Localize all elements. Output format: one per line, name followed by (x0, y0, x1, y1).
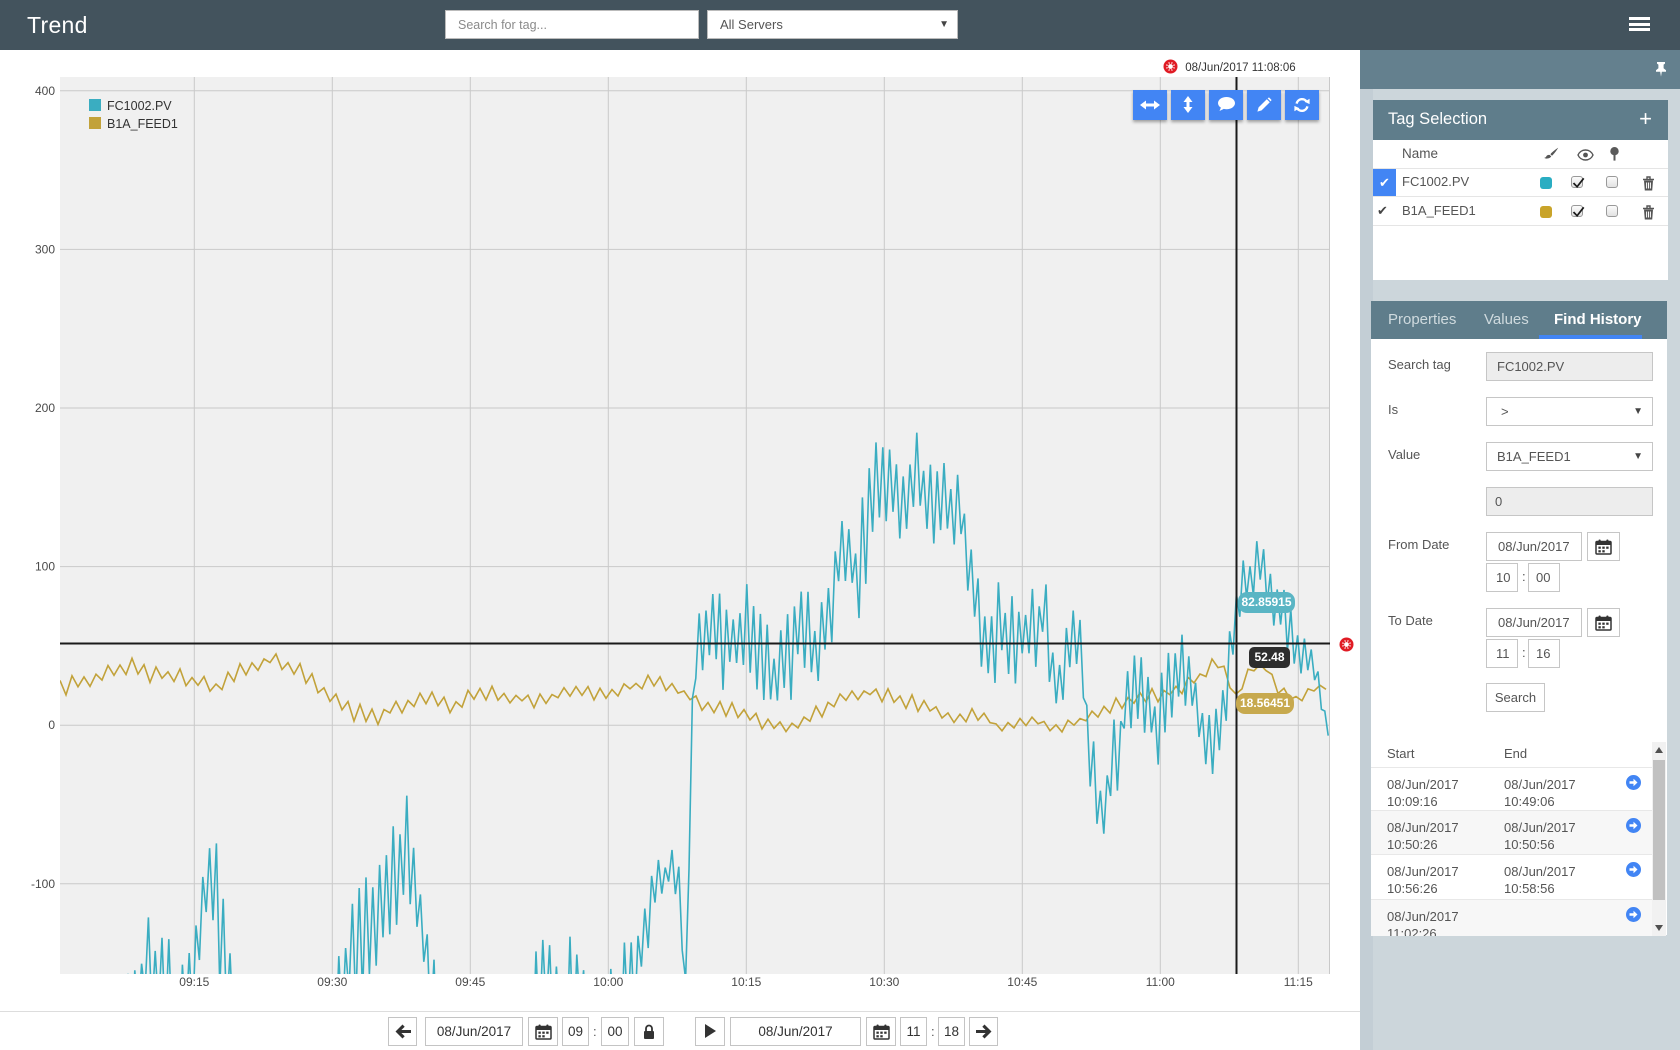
svg-text:-100: -100 (31, 877, 55, 891)
svg-text:11:00: 11:00 (1146, 975, 1175, 989)
svg-text:09:45: 09:45 (455, 975, 485, 989)
svg-text:10:15: 10:15 (731, 975, 761, 989)
svg-text:B1A_FEED1: B1A_FEED1 (107, 117, 178, 131)
svg-text:09:30: 09:30 (317, 975, 347, 989)
svg-text:100: 100 (35, 560, 55, 574)
svg-text:0: 0 (48, 718, 55, 732)
svg-text:11:15: 11:15 (1284, 975, 1313, 989)
svg-text:10:00: 10:00 (593, 975, 623, 989)
svg-text:200: 200 (35, 401, 55, 415)
svg-text:400: 400 (35, 84, 55, 98)
svg-text:10:45: 10:45 (1007, 975, 1037, 989)
svg-text:10:30: 10:30 (869, 975, 899, 989)
svg-text:09:15: 09:15 (179, 975, 209, 989)
svg-text:FC1002.PV: FC1002.PV (107, 99, 172, 113)
svg-text:300: 300 (35, 242, 55, 256)
